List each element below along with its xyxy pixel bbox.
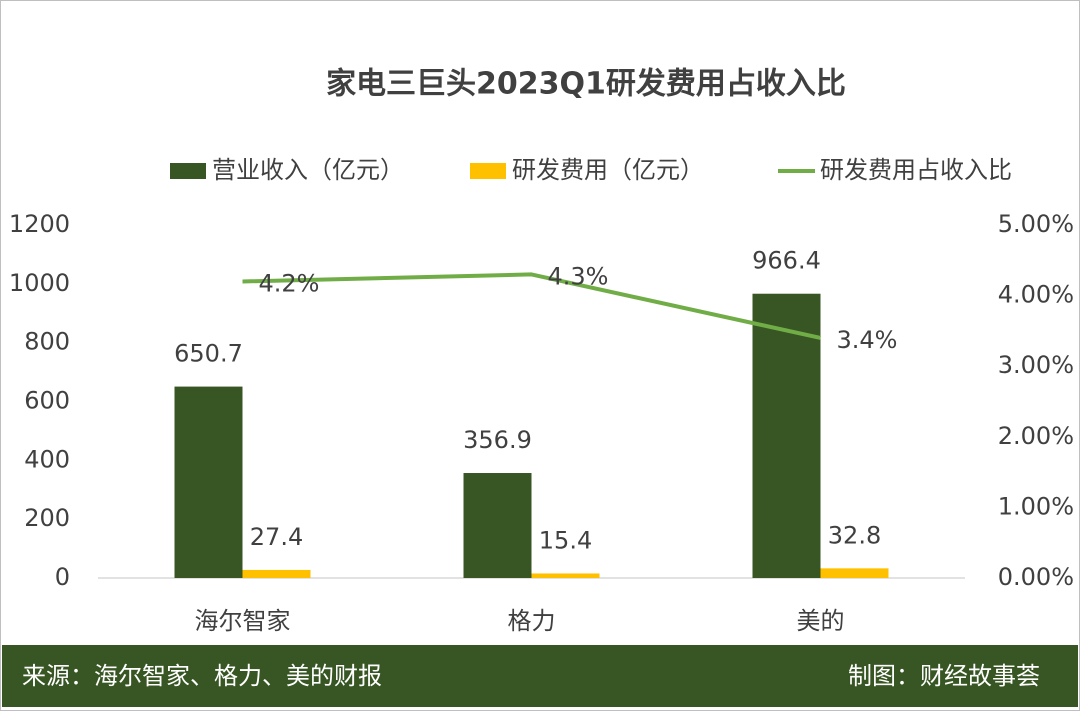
y2-tick-label: 2.00% bbox=[998, 422, 1074, 450]
legend-label: 研发费用占收入比 bbox=[820, 156, 1012, 184]
legend-label: 营业收入（亿元） bbox=[212, 156, 404, 184]
bar-value-label: 32.8 bbox=[828, 521, 881, 549]
line-value-label: 4.2% bbox=[259, 269, 320, 297]
y-tick-label: 600 bbox=[24, 387, 70, 415]
line-value-label: 3.4% bbox=[837, 326, 898, 354]
footer-credit: 制图：财经故事荟 bbox=[848, 662, 1040, 690]
line-value-label: 4.3% bbox=[548, 262, 609, 290]
bar-value-label: 15.4 bbox=[539, 526, 592, 554]
y2-tick-label: 0.00% bbox=[998, 563, 1074, 591]
y2-tick-label: 4.00% bbox=[998, 281, 1074, 309]
bar-value-label: 27.4 bbox=[250, 523, 303, 551]
footer-source: 来源：海尔智家、格力、美的财报 bbox=[22, 662, 382, 690]
bar-value-label: 966.4 bbox=[752, 247, 821, 275]
y2-tick-label: 1.00% bbox=[998, 492, 1074, 520]
y-tick-label: 400 bbox=[24, 445, 70, 473]
line bbox=[242, 272, 821, 340]
y-tick-label: 1000 bbox=[9, 269, 70, 297]
y-tick-label: 800 bbox=[24, 328, 70, 356]
bar-value-label: 650.7 bbox=[174, 340, 243, 368]
x-tick-label: 海尔智家 bbox=[195, 607, 291, 635]
x-tick-label: 美的 bbox=[797, 607, 845, 635]
legend-swatch bbox=[170, 163, 206, 179]
chart-title: 家电三巨头2023Q1研发费用占收入比 bbox=[326, 67, 846, 102]
bar bbox=[820, 568, 889, 578]
footer-band bbox=[2, 645, 1078, 707]
bar bbox=[463, 473, 532, 578]
y-tick-label: 200 bbox=[24, 504, 70, 532]
y-tick-label: 1200 bbox=[9, 210, 70, 238]
y2-tick-label: 5.00% bbox=[998, 210, 1074, 238]
legend-label: 研发费用（亿元） bbox=[512, 156, 704, 184]
legend-swatch bbox=[470, 163, 506, 179]
bar bbox=[174, 386, 243, 578]
bar bbox=[531, 573, 600, 578]
y-tick-label: 0 bbox=[55, 563, 70, 591]
y2-tick-label: 3.00% bbox=[998, 351, 1074, 379]
x-tick-label: 格力 bbox=[508, 607, 556, 635]
bar-value-label: 356.9 bbox=[463, 426, 532, 454]
bar bbox=[752, 293, 821, 578]
bar bbox=[242, 569, 311, 578]
